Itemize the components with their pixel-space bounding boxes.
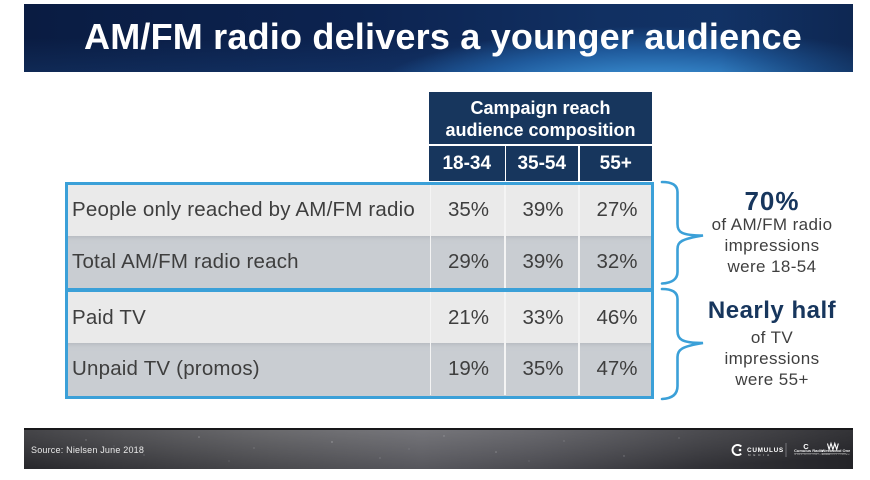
svg-text:C: C xyxy=(803,442,809,451)
svg-text:CUMULUS: CUMULUS xyxy=(747,447,784,454)
svg-text:MEDIA: MEDIA xyxy=(748,453,772,457)
svg-text:Cumulus Radio: Cumulus Radio xyxy=(794,448,824,453)
svg-text:A WESTWOOD ONE COMPANY: A WESTWOOD ONE COMPANY xyxy=(795,453,831,456)
svg-text:A CUMULUS COMPANY: A CUMULUS COMPANY xyxy=(822,453,850,456)
svg-text:Westwood One: Westwood One xyxy=(822,448,851,453)
